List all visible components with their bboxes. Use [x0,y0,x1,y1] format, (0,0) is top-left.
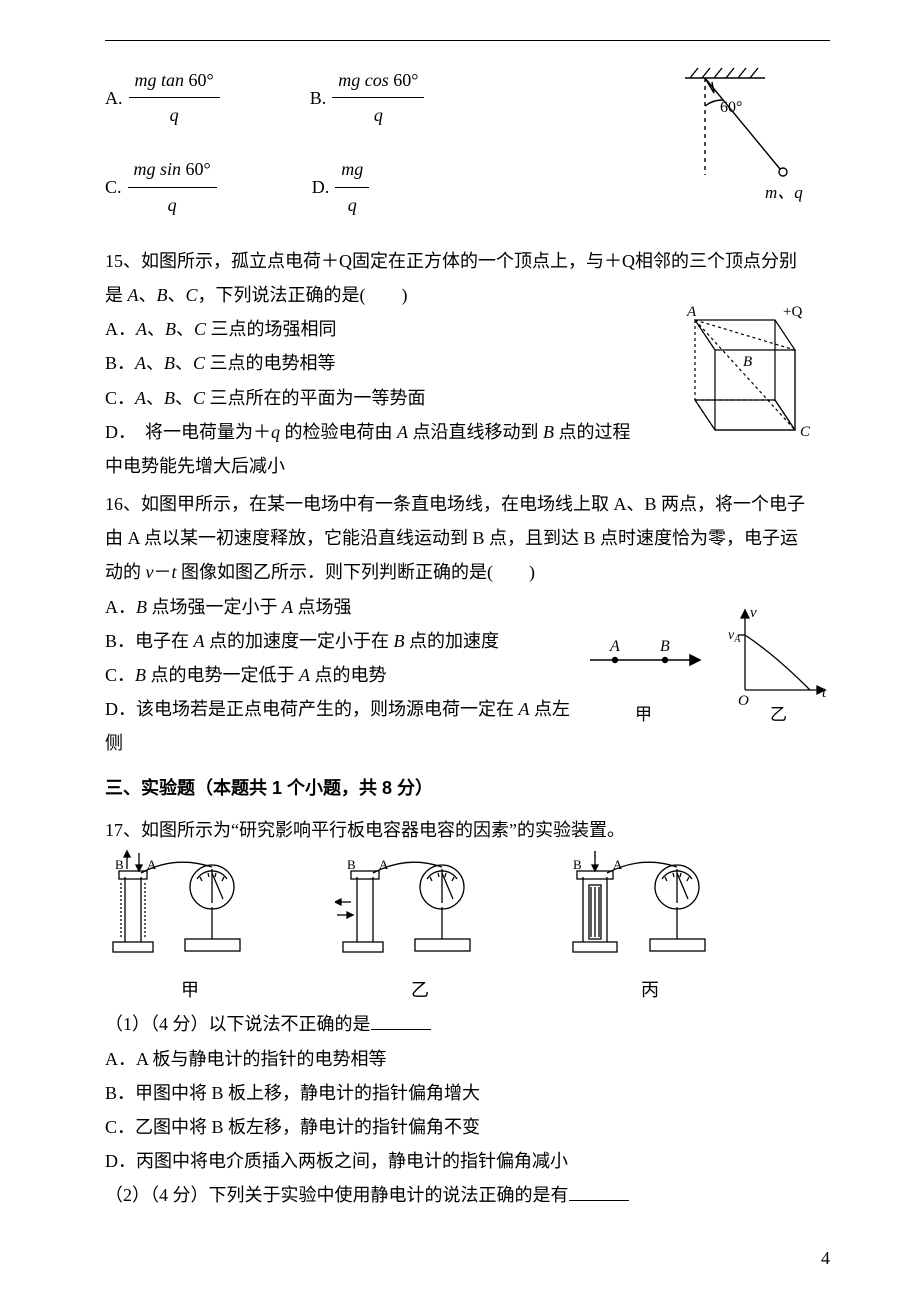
fig-label-c: 丙 [565,973,735,1007]
q14-figure: 60° m、q [665,60,815,210]
label-q: +Q [783,304,802,320]
q17-figures: B A 甲 [105,847,830,1007]
angle-label: 60° [720,99,742,116]
p2-o: O [738,693,749,709]
q16-stem-l2: 由 A 点以某一初速度释放，它能沿直线运动到 B 点，且到达 B 点时速度恰为零… [105,521,830,555]
q17-fig-a: B A [105,847,275,962]
q15-stem-l1: 15、如图所示，孤立点电荷＋Q固定在正方体的一个顶点上，与＋Q相邻的三个顶点分别 [105,244,830,278]
q17-part1-stem: （1）（4 分）以下说法不正确的是 [105,1007,830,1041]
fraction: mg tan 60° q [129,63,220,132]
q17: 17、如图所示为“研究影响平行板电容器电容的因素”的实验装置。 [105,813,830,1213]
option-label: A. [105,81,123,115]
svg-text:B: B [573,857,582,872]
q15-figure: A +Q B C [665,300,820,460]
fraction: mg q [335,152,369,221]
q17-p1-opt-a: A．A 板与静电计的指针的电势相等 [105,1042,830,1076]
blank-input[interactable] [371,1011,431,1030]
q14-option-d: D. mg q [312,152,370,221]
q17-p1-opt-d: D．丙图中将电介质插入两板之间，静电计的指针偏角减小 [105,1144,830,1178]
q17-stem: 17、如图所示为“研究影响平行板电容器电容的因素”的实验装置。 [105,813,830,847]
fig-label-b: 乙 [335,973,505,1007]
label-a: A [686,304,697,320]
svg-text:A: A [613,857,623,872]
q16-figure: A B 甲 v vA O t 乙 [590,605,830,740]
p1-a: A [609,638,620,655]
svg-text:B: B [347,857,356,872]
p1-b: B [660,638,670,655]
q14-option-c: C. mg sin 60° q [105,152,217,221]
q16-stem-l1: 16、如图甲所示，在某一电场中有一条直电场线，在电场线上取 A、B 两点，将一个… [105,487,830,521]
section3-title: 三、实验题（本题共 1 个小题，共 8 分） [105,771,830,805]
fraction: mg cos 60° q [332,63,424,132]
p2-va: vA [728,628,741,645]
label-b: B [743,354,752,370]
p2-v: v [750,605,757,621]
q17-p1-opt-c: C．乙图中将 B 板左移，静电计的指针偏角不变 [105,1110,830,1144]
fig-label-a: 甲 [105,973,275,1007]
option-label: B. [310,81,327,115]
svg-text:A: A [379,857,389,872]
panel1-label: 甲 [635,705,652,724]
blank-input[interactable] [569,1182,629,1201]
q17-fig-c: B A [565,847,735,962]
q14-option-a: A. mg tan 60° q [105,63,220,132]
panel2-label: 乙 [770,705,787,724]
plate-b: B [115,857,124,872]
q17-p1-opt-b: B．甲图中将 B 板上移，静电计的指针偏角增大 [105,1076,830,1110]
q17-part2-stem: （2）（4 分）下列关于实验中使用静电计的说法正确的是有 [105,1178,830,1212]
charge-label: m、q [765,183,803,202]
fraction: mg sin 60° q [128,152,217,221]
option-label: D. [312,170,330,204]
option-label: C. [105,170,122,204]
plate-a: A [147,857,157,872]
p2-t: t [822,685,827,701]
label-c: C [800,424,811,440]
q17-fig-b: B A [335,847,505,962]
page-number: 4 [821,1241,830,1275]
q14-option-b: B. mg cos 60° q [310,63,425,132]
q16-stem-l3: 动的 v－t 图像如图乙所示．则下列判断正确的是( ) [105,555,830,589]
